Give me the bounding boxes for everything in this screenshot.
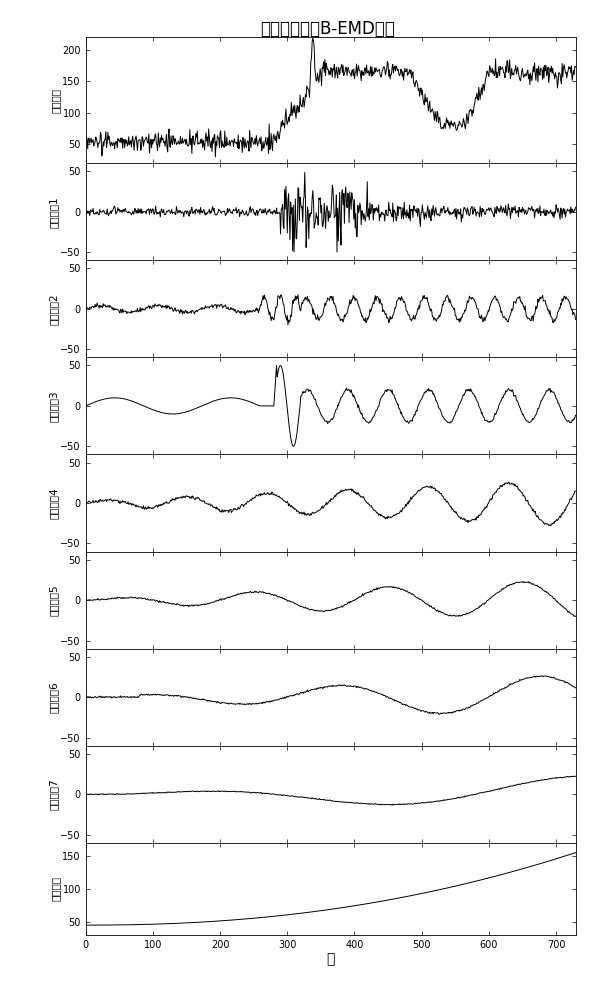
Y-axis label: 固有模态2: 固有模态2 (49, 293, 59, 325)
Y-axis label: 固有模态5: 固有模态5 (49, 584, 59, 616)
Y-axis label: 固有模态6: 固有模态6 (49, 681, 59, 713)
Y-axis label: 固有模态1: 固有模态1 (49, 196, 59, 228)
X-axis label: 天: 天 (327, 953, 335, 967)
Y-axis label: 原始信号: 原始信号 (51, 88, 61, 113)
Y-axis label: 固有模态3: 固有模态3 (49, 390, 59, 422)
Y-axis label: 固有模态4: 固有模态4 (49, 487, 59, 519)
Text: 油色谱信号的B-EMD分解: 油色谱信号的B-EMD分解 (261, 20, 395, 38)
Y-axis label: 信号残差: 信号残差 (51, 876, 61, 901)
Y-axis label: 固有模态7: 固有模态7 (49, 778, 59, 810)
